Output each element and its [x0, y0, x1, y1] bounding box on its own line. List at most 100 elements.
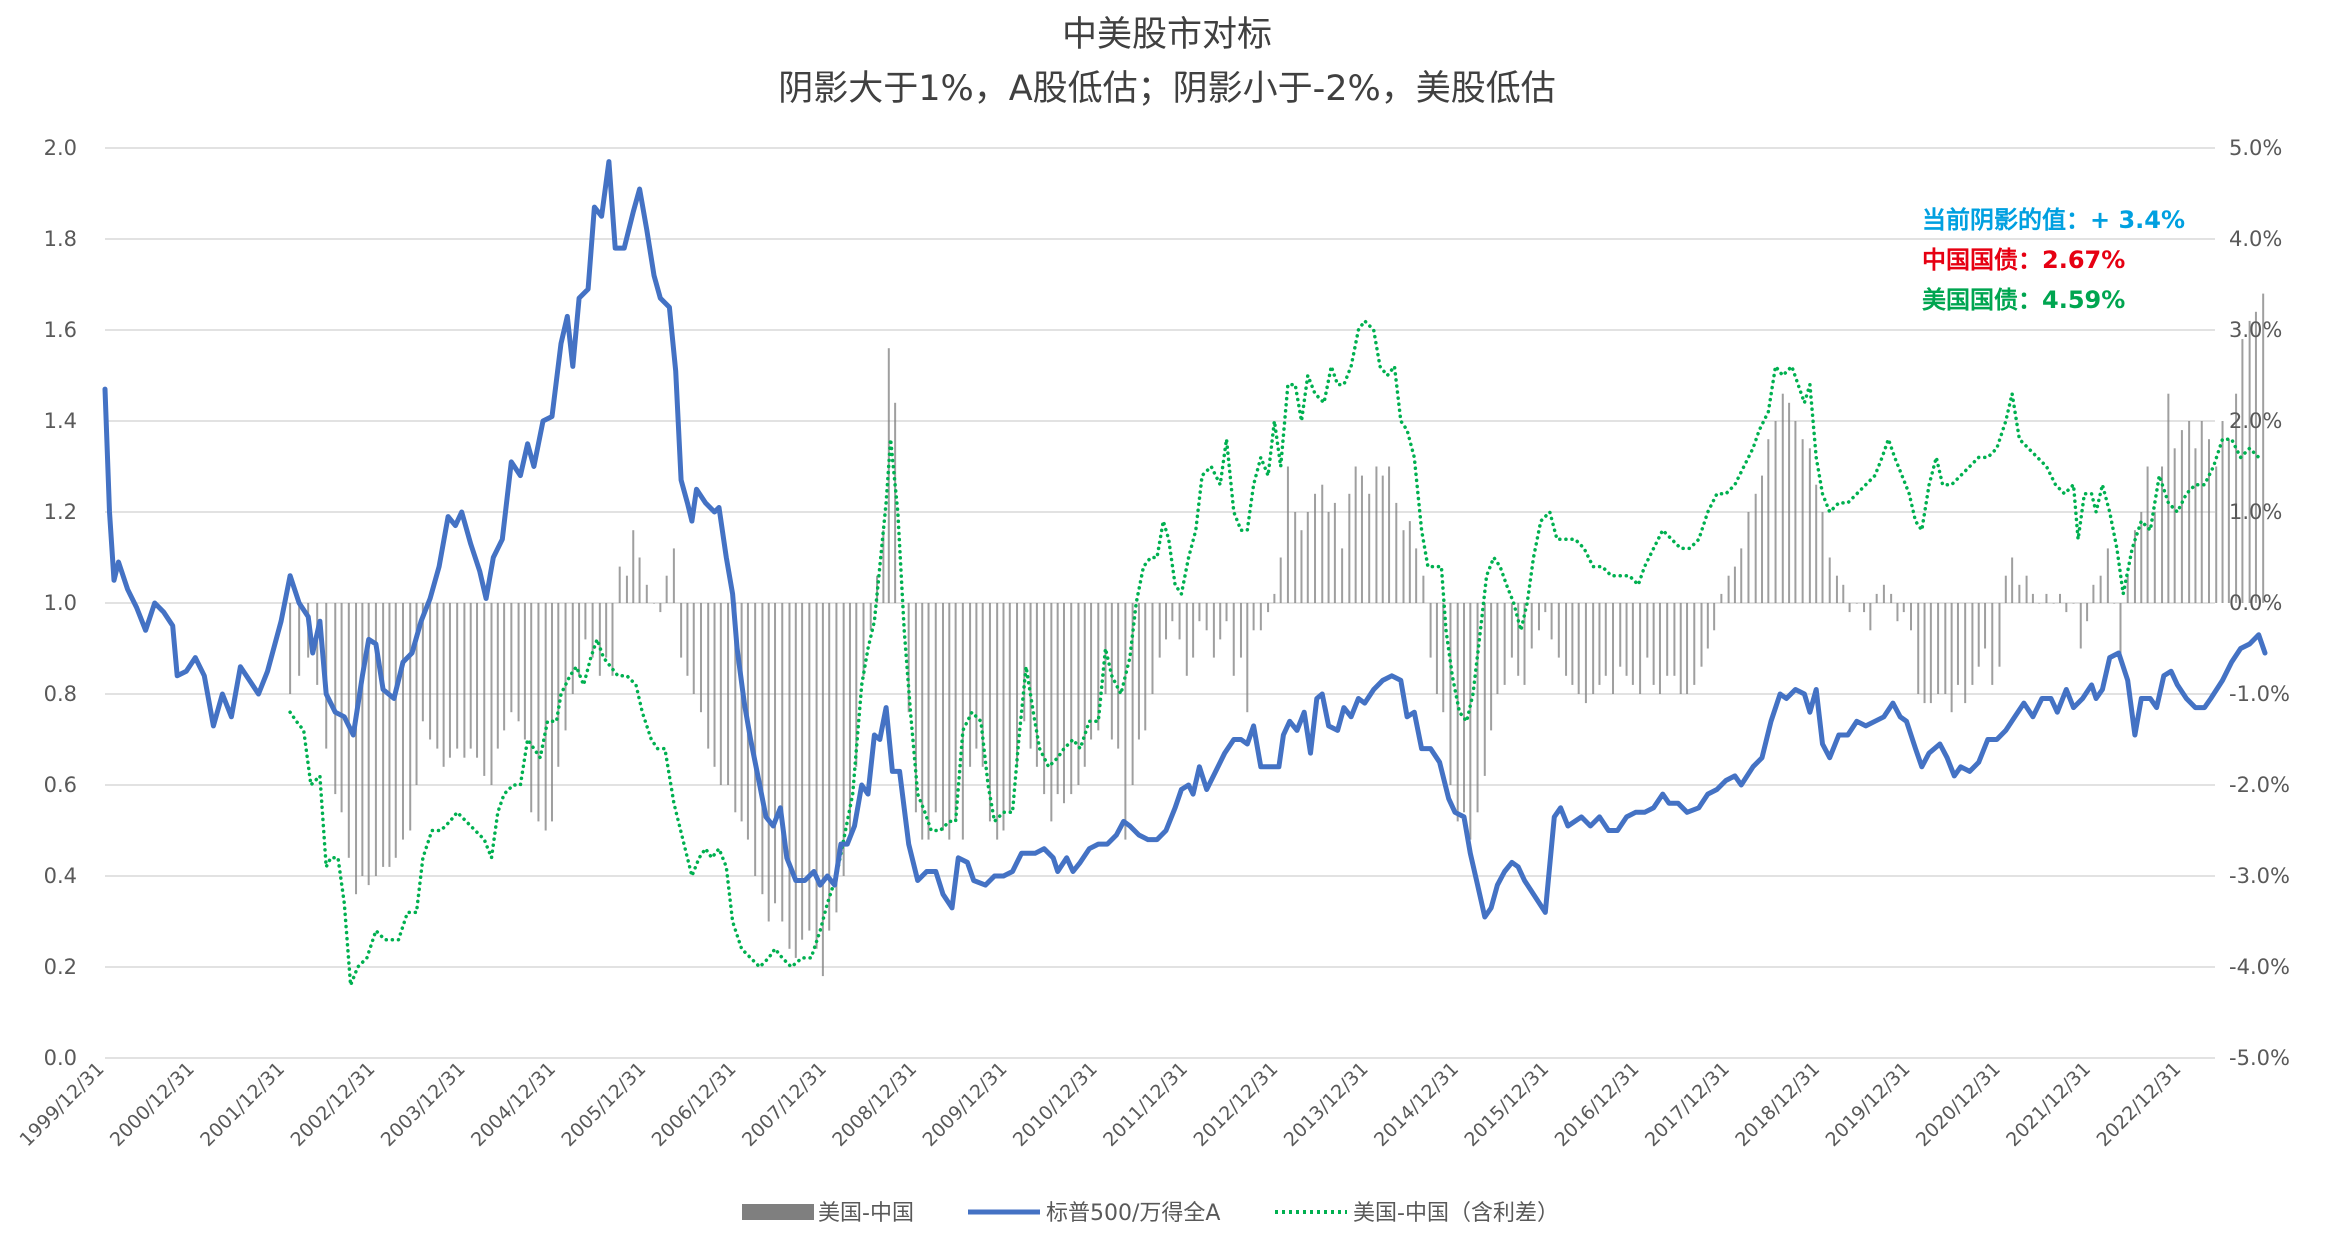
- bar: [1381, 475, 1384, 603]
- left-tick-label: 1.2: [44, 500, 77, 524]
- x-tick-label: 2018/12/31: [1731, 1058, 1824, 1151]
- bar: [1016, 603, 1019, 767]
- bar: [934, 603, 937, 813]
- bar: [1801, 439, 1804, 603]
- bar: [2113, 603, 2116, 604]
- bar: [1917, 603, 1920, 694]
- x-tick-label: 2003/12/31: [377, 1058, 470, 1151]
- right-tick-label: 3.0%: [2229, 318, 2282, 342]
- left-tick-label: 0.4: [44, 864, 77, 888]
- bar: [1794, 421, 1797, 603]
- bar: [948, 603, 951, 840]
- bar: [1875, 593, 1878, 603]
- x-tick-label: 2011/12/31: [1099, 1058, 1192, 1151]
- x-tick-label: 2004/12/31: [467, 1058, 560, 1151]
- bar: [503, 603, 506, 731]
- bar: [1456, 603, 1459, 822]
- bar: [1612, 603, 1615, 694]
- annotation-china-bond: 中国国债：2.67%: [1922, 246, 2125, 274]
- bar: [761, 603, 764, 895]
- bar: [530, 603, 533, 813]
- x-tick-label: 2009/12/31: [919, 1058, 1012, 1151]
- bar: [355, 603, 358, 895]
- bar: [2173, 448, 2176, 603]
- bar: [1658, 603, 1661, 694]
- bar: [611, 603, 614, 676]
- bar: [2207, 439, 2210, 603]
- bar: [672, 548, 675, 603]
- bar: [659, 603, 662, 613]
- bar: [1212, 603, 1215, 658]
- legend-label-bar: 美国-中国: [818, 1201, 914, 1226]
- bar: [1929, 603, 1932, 704]
- bar: [1686, 603, 1689, 694]
- bar: [1971, 603, 1974, 685]
- bar: [544, 603, 547, 831]
- x-tick-label: 2020/12/31: [1912, 1058, 2005, 1151]
- bar: [1117, 603, 1120, 749]
- bar: [988, 603, 991, 822]
- bar: [914, 603, 917, 813]
- bar: [1923, 603, 1926, 704]
- bar: [2011, 557, 2014, 603]
- bar: [996, 603, 999, 840]
- bar: [1442, 603, 1445, 713]
- left-tick-label: 0.6: [44, 773, 77, 797]
- bar: [1713, 603, 1716, 631]
- bar: [1192, 603, 1195, 658]
- bar: [882, 530, 885, 603]
- bar: [1368, 493, 1371, 603]
- bar: [401, 603, 404, 840]
- bar: [1754, 493, 1757, 603]
- bar: [1469, 603, 1472, 840]
- bar: [1043, 603, 1046, 795]
- x-tick-label: 2013/12/31: [1280, 1058, 1373, 1151]
- legend-label-dotted: 美国-中国（含利差）: [1353, 1201, 1559, 1226]
- bar: [808, 603, 811, 931]
- bar: [774, 603, 777, 904]
- bar: [2133, 530, 2136, 603]
- bar: [1002, 603, 1005, 831]
- bar: [2119, 603, 2122, 658]
- bar: [821, 603, 824, 977]
- bar: [1273, 593, 1276, 603]
- bar: [1544, 603, 1547, 613]
- bar: [1565, 603, 1568, 676]
- annotation-current-shadow: 当前阴影的值：+ 3.4%: [1922, 206, 2185, 234]
- bar: [2215, 466, 2218, 603]
- x-tick-label: 2008/12/31: [828, 1058, 921, 1151]
- bar: [1023, 603, 1026, 722]
- line-series-ratio: [102, 159, 2268, 920]
- bar: [1137, 603, 1140, 740]
- bar: [1267, 603, 1270, 613]
- bar: [2126, 575, 2129, 603]
- bar: [907, 603, 910, 713]
- bar: [1977, 603, 1980, 667]
- bar: [1348, 493, 1351, 603]
- bar: [1781, 393, 1784, 603]
- bar: [2161, 466, 2164, 603]
- bar: [517, 603, 520, 722]
- bar: [1503, 603, 1506, 685]
- bar: [334, 603, 337, 795]
- bar: [1523, 603, 1526, 685]
- bar: [2241, 339, 2244, 603]
- chart-subtitle: 阴影大于1%，A股低估；阴影小于-2%，美股低估: [778, 69, 1556, 109]
- bar: [1537, 603, 1540, 631]
- bar: [1490, 603, 1493, 731]
- x-tick-label: 2012/12/31: [1189, 1058, 1282, 1151]
- bar: [975, 603, 978, 749]
- left-axis: 2.0 1.8 1.6 1.4 1.2 1.0 0.8 0.6 0.4 0.2 0.0: [44, 136, 77, 1070]
- bar: [1294, 512, 1297, 603]
- bar: [550, 603, 553, 822]
- bar: [981, 603, 984, 767]
- bar: [1314, 493, 1317, 603]
- bar: [2194, 448, 2197, 603]
- bar: [1496, 603, 1499, 694]
- bar: [2099, 575, 2102, 603]
- bar: [1158, 603, 1161, 658]
- bar: [598, 603, 601, 676]
- bar: [2086, 603, 2089, 622]
- bar: [456, 603, 459, 749]
